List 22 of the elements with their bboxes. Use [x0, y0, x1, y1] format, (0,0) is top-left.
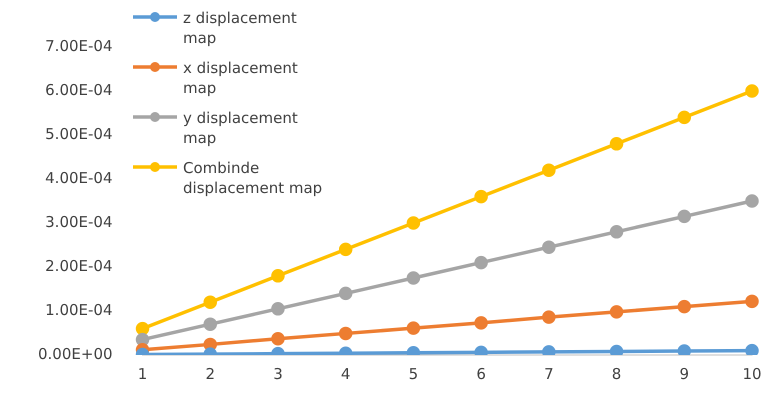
x-tick-label: 2: [205, 364, 216, 383]
legend-label: z displacement map: [183, 8, 298, 48]
legend-label: x displacement map: [183, 58, 299, 98]
x-tick-label: 7: [544, 364, 554, 383]
y-tick-label: 7.00E-04: [45, 36, 113, 55]
y-tick-label: 4.00E-04: [45, 168, 113, 187]
x-tick-label: 5: [408, 364, 418, 383]
y-tick-label: 3.00E-04: [45, 212, 113, 231]
x-tick-label: 3: [273, 364, 283, 383]
y-tick-label: 1.00E-04: [45, 300, 113, 319]
legend-label: Combinde displacement map: [183, 158, 323, 198]
x-tick-label: 8: [612, 364, 622, 383]
x-tick-label: 9: [680, 364, 690, 383]
y-tick-label: 0.00E+00: [38, 344, 113, 363]
x-tick-label: 10: [742, 364, 762, 383]
y-tick-label: 5.00E-04: [45, 124, 113, 143]
x-tick-label: 6: [476, 364, 486, 383]
y-tick-label: 2.00E-04: [45, 256, 113, 275]
x-tick-label: 1: [138, 364, 148, 383]
legend-label: y displacement map: [183, 108, 299, 148]
y-tick-label: 6.00E-04: [45, 80, 113, 99]
x-tick-label: 4: [340, 364, 350, 383]
